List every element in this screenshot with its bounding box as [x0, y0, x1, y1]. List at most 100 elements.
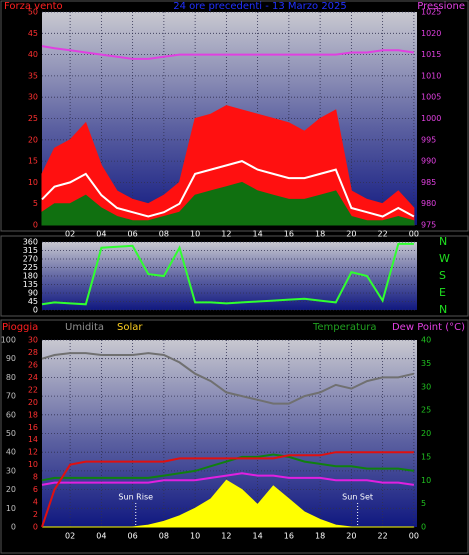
y-tick-label: 985 [421, 178, 436, 187]
y-tick-label: 1025 [421, 8, 441, 17]
y-tick-label: 225 [23, 263, 38, 272]
line [41, 453, 415, 482]
y-tick-label: 135 [23, 280, 38, 289]
y-tick-label: 10 [6, 504, 16, 513]
y-tick-label: S [439, 269, 446, 282]
y-tick-label: 975 [421, 221, 436, 230]
x-tick-label: 08 [159, 230, 169, 239]
annotation: Sun Set [342, 493, 373, 502]
x-tick-label: 22 [378, 230, 388, 239]
y-tick-label: 10 [28, 460, 38, 469]
axis-label: Pressione [417, 1, 465, 12]
y-tick-label: 16 [28, 423, 38, 432]
y-tick-label: 20 [28, 398, 38, 407]
x-tick-label: 20 [346, 532, 356, 541]
y-tick-label: 4 [33, 498, 38, 507]
panel-frame [0, 319, 469, 554]
line [41, 242, 414, 306]
y-tick-label: 25 [28, 114, 38, 123]
y-tick-label: 990 [421, 157, 436, 166]
y-tick-label: 14 [28, 435, 38, 444]
y-tick-label: 0 [33, 306, 38, 315]
y-tick-label: 1000 [421, 114, 441, 123]
x-tick-label: 06 [128, 532, 138, 541]
x-tick-label: 14 [253, 532, 263, 541]
y-tick-label: 0 [11, 523, 16, 532]
x-tick-label: 14 [253, 230, 263, 239]
y-tick-label: 40 [28, 50, 38, 59]
y-tick-label: 40 [6, 448, 16, 457]
axis-label: Temperatura [312, 322, 377, 333]
y-tick-label: 315 [23, 246, 38, 255]
x-tick-label: 16 [284, 230, 294, 239]
y-tick-label: N [439, 303, 447, 316]
x-tick-label: 02 [65, 230, 75, 239]
y-tick-label: 2 [33, 510, 38, 519]
y-tick-label: 270 [23, 255, 38, 264]
y-tick-label: 45 [28, 297, 38, 306]
line [41, 45, 415, 60]
axis-label: Pioggia [2, 322, 38, 333]
y-tick-label: 50 [6, 429, 16, 438]
y-tick-label: N [439, 235, 447, 248]
y-tick-label: 22 [28, 385, 38, 394]
x-tick-label: 08 [159, 532, 169, 541]
x-tick-label: 10 [190, 230, 200, 239]
y-tick-label: 15 [421, 452, 431, 461]
x-tick-label: 06 [128, 230, 138, 239]
x-tick-label: 18 [315, 230, 325, 239]
y-tick-label: 90 [28, 289, 38, 298]
panel-frame [0, 235, 469, 317]
y-tick-label: 1005 [421, 93, 441, 102]
x-tick-label: 00 [409, 532, 419, 541]
y-tick-label: 12 [28, 448, 38, 457]
y-tick-label: 10 [421, 476, 431, 485]
y-tick-label: E [439, 286, 446, 299]
y-tick-label: 35 [28, 71, 38, 80]
line [41, 160, 415, 218]
y-tick-label: 24 [28, 373, 38, 382]
y-tick-label: 6 [33, 485, 38, 494]
y-tick-label: 995 [421, 135, 436, 144]
annotation: Sun Rise [118, 493, 153, 502]
axis-label: Dew Point (°C) [392, 322, 465, 333]
y-tick-label: 8 [33, 473, 38, 482]
y-tick-label: 5 [421, 499, 426, 508]
y-tick-label: 1020 [421, 29, 441, 38]
y-tick-label: W [439, 252, 450, 265]
y-tick-label: 20 [6, 485, 16, 494]
x-tick-label: 12 [221, 532, 231, 541]
line [41, 352, 415, 405]
axis-label: Forza vento [4, 1, 63, 12]
area [41, 181, 415, 226]
y-tick-label: 1015 [421, 50, 441, 59]
axis-label: Solar [117, 322, 143, 333]
x-tick-label: 16 [284, 532, 294, 541]
y-tick-label: 1010 [421, 71, 441, 80]
x-tick-label: 04 [96, 230, 106, 239]
y-tick-label: 360 [23, 238, 38, 247]
y-tick-label: 35 [421, 359, 431, 368]
y-tick-label: 20 [421, 429, 431, 438]
chart-title: 24 ore precedenti - 13 Marzo 2025 [173, 1, 347, 12]
x-tick-label: 22 [378, 532, 388, 541]
y-tick-label: 30 [28, 336, 38, 345]
y-tick-label: 25 [421, 406, 431, 415]
y-tick-label: 50 [28, 8, 38, 17]
x-tick-label: 00 [409, 230, 419, 239]
x-tick-label: 20 [346, 230, 356, 239]
y-tick-label: 18 [28, 410, 38, 419]
y-tick-label: 180 [23, 272, 38, 281]
y-tick-label: 80 [6, 373, 16, 382]
x-tick-label: 18 [315, 532, 325, 541]
x-tick-label: 12 [221, 230, 231, 239]
axis-label: Umidita [65, 322, 104, 333]
y-tick-label: 15 [28, 157, 38, 166]
y-tick-label: 100 [1, 336, 16, 345]
x-tick-label: 02 [65, 532, 75, 541]
y-tick-label: 0 [421, 523, 426, 532]
y-tick-label: 10 [28, 178, 38, 187]
y-tick-label: 40 [421, 336, 431, 345]
y-tick-label: 30 [421, 382, 431, 391]
